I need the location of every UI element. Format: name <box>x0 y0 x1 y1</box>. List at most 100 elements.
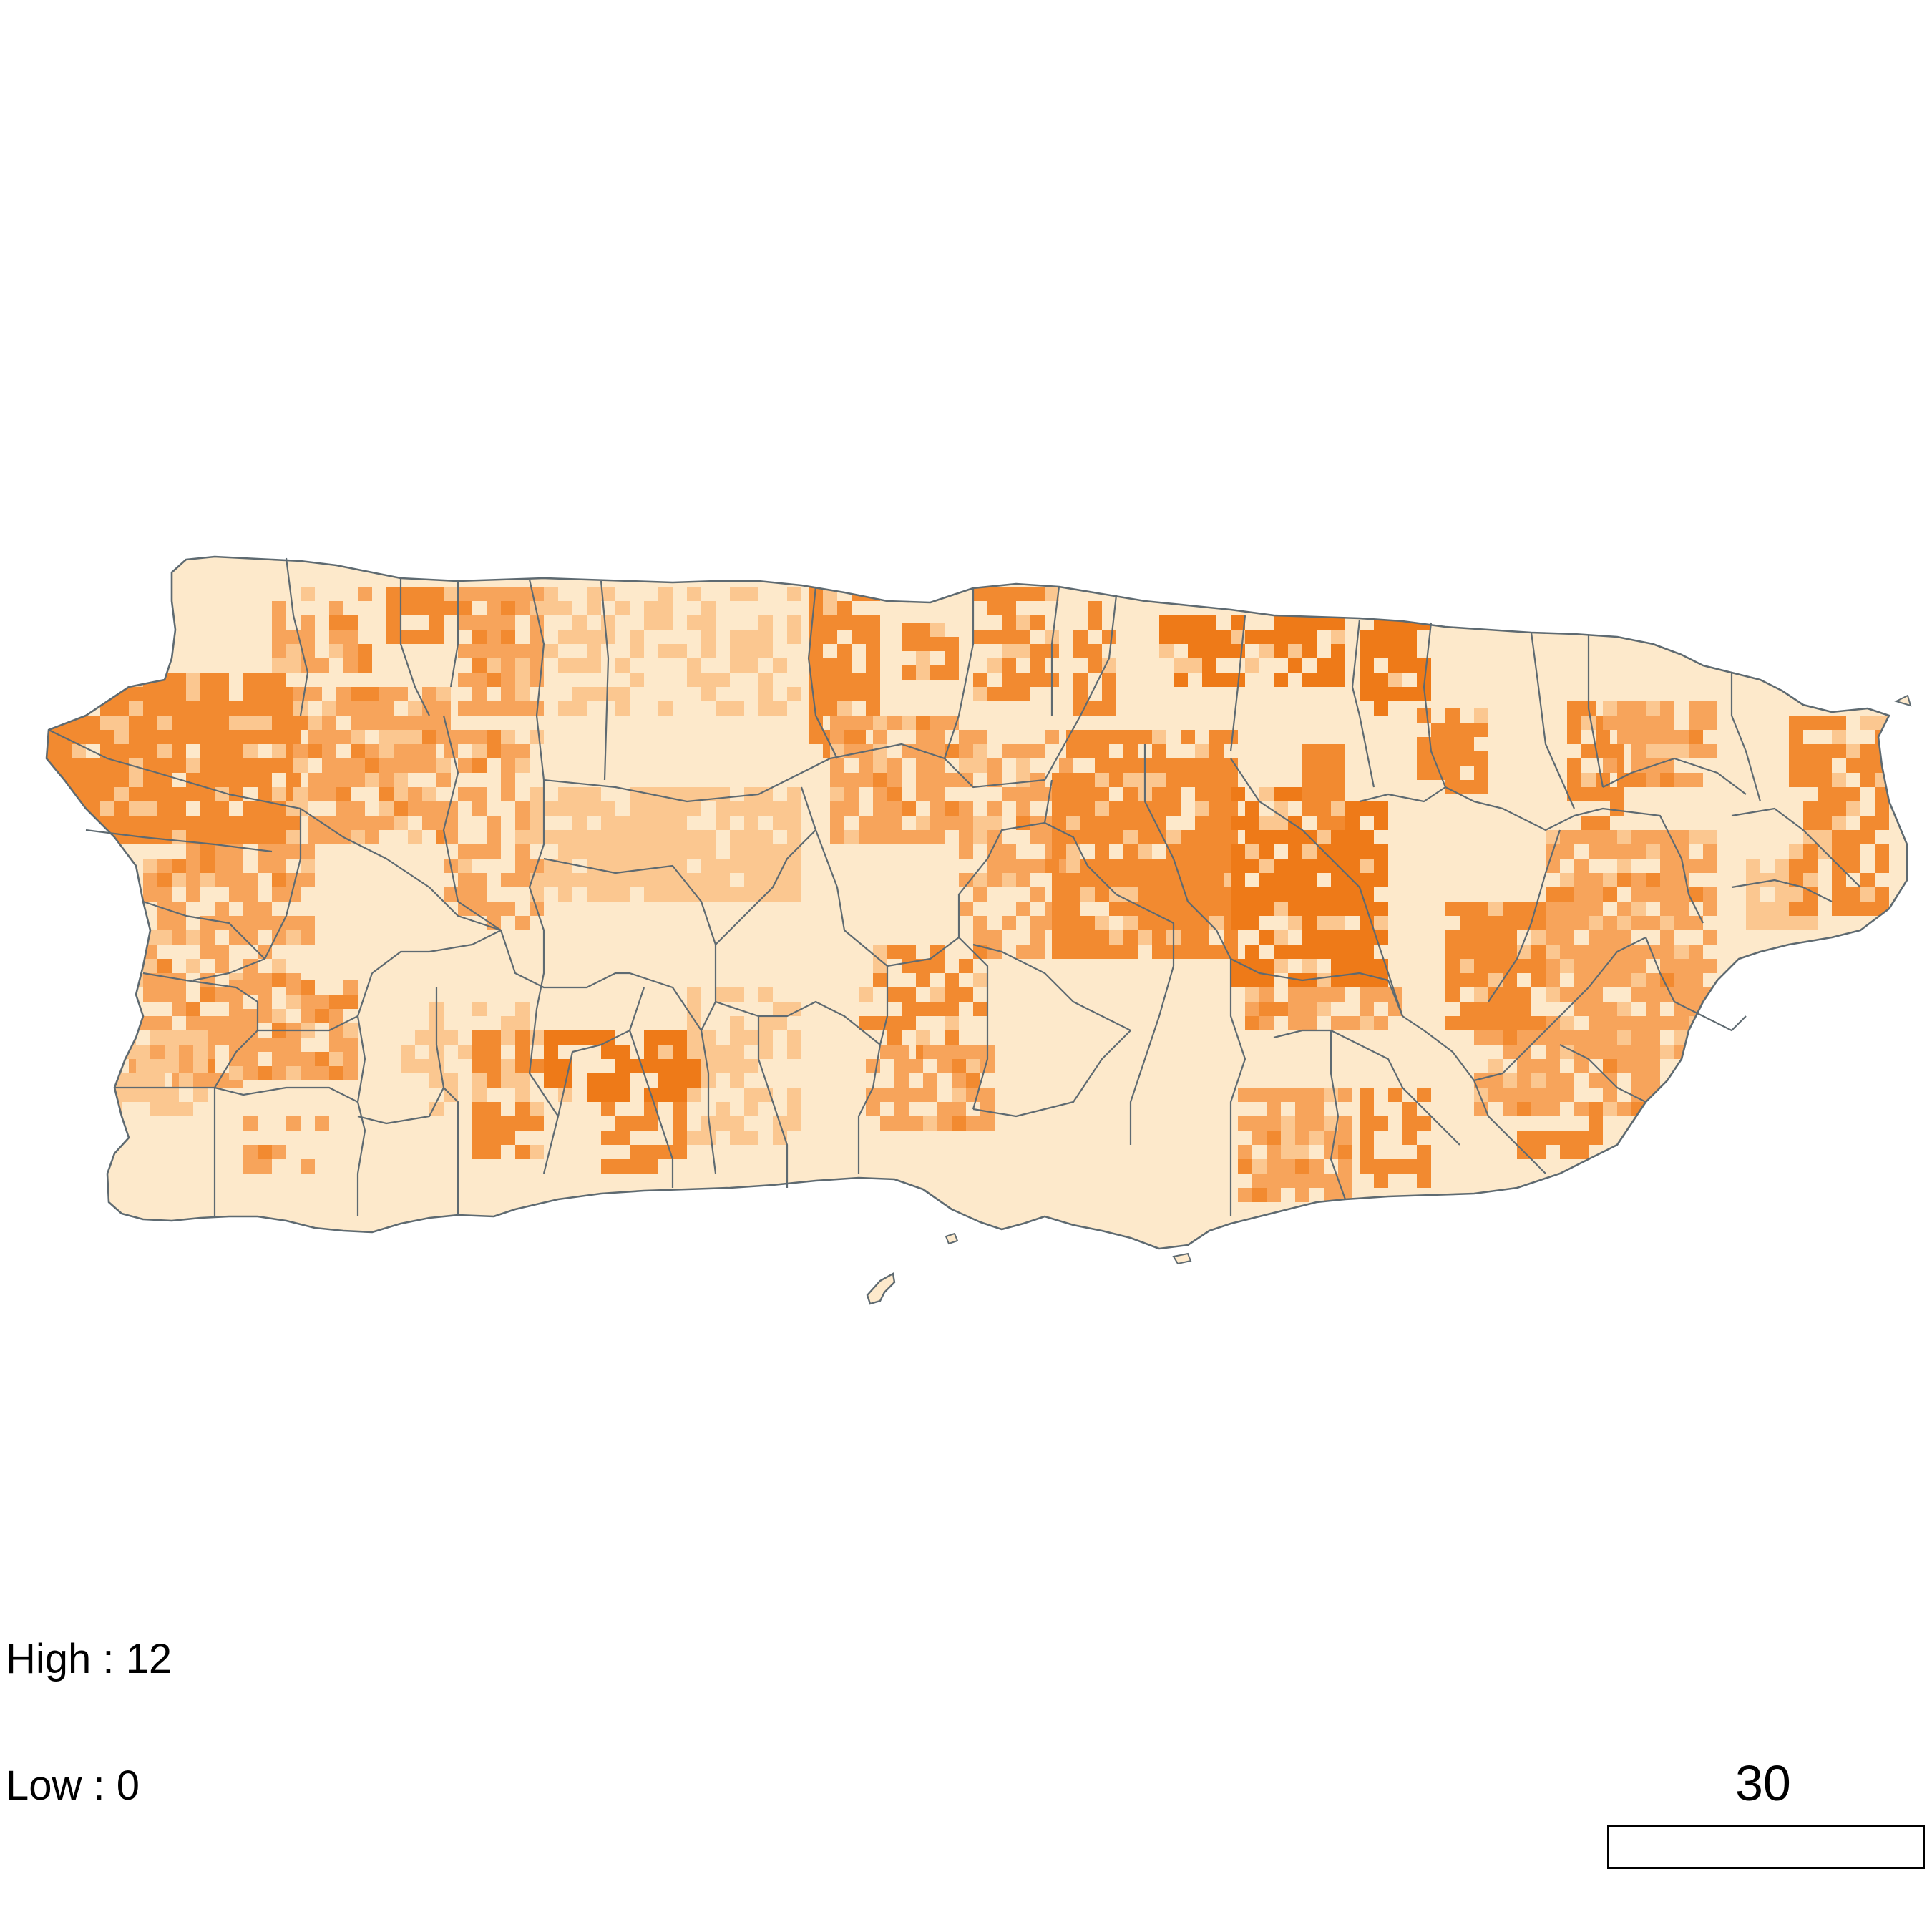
raster-cell <box>1574 916 1589 930</box>
raster-cell <box>351 801 365 816</box>
raster-cell <box>1546 959 1560 973</box>
raster-cell <box>1302 844 1317 859</box>
raster-cell <box>644 1045 658 1059</box>
raster-cell <box>515 844 530 859</box>
raster-cell <box>1360 973 1374 987</box>
raster-cell <box>987 816 1002 830</box>
raster-cell <box>1574 1030 1589 1045</box>
raster-cell <box>1002 658 1016 673</box>
raster-cell <box>1474 959 1488 973</box>
raster-cell <box>1646 1016 1660 1030</box>
raster-cell <box>322 730 336 744</box>
raster-cell <box>1245 887 1259 902</box>
raster-cell <box>243 801 258 816</box>
raster-cell <box>150 1059 165 1073</box>
raster-cell <box>1445 945 1460 959</box>
raster-cell <box>1503 945 1517 959</box>
raster-cell <box>1231 816 1245 830</box>
raster-cell <box>1274 801 1288 816</box>
raster-cell <box>1846 801 1860 816</box>
raster-cell <box>1445 987 1460 1002</box>
raster-cell <box>1360 801 1374 816</box>
raster-cell <box>787 615 801 630</box>
raster-cell <box>1660 902 1674 916</box>
raster-cell <box>1095 844 1109 859</box>
raster-cell <box>186 959 200 973</box>
raster-cell <box>1546 1131 1560 1145</box>
raster-cell <box>630 673 644 687</box>
raster-cell <box>916 623 930 637</box>
raster-cell <box>1474 766 1488 780</box>
raster-cell <box>1259 987 1274 1002</box>
raster-cell <box>308 773 322 787</box>
raster-cell <box>1589 1116 1603 1131</box>
raster-cell <box>787 1002 801 1016</box>
raster-cell <box>1002 744 1016 758</box>
raster-cell <box>1560 1131 1574 1145</box>
raster-cell <box>1166 758 1181 773</box>
raster-cell <box>959 987 973 1002</box>
raster-cell <box>286 730 301 744</box>
raster-cell <box>1374 701 1388 716</box>
raster-cell <box>293 744 308 758</box>
raster-cell <box>773 887 787 902</box>
raster-cell <box>365 773 379 787</box>
raster-cell <box>1474 987 1488 1002</box>
raster-cell <box>1603 1059 1617 1073</box>
raster-cell <box>229 916 243 930</box>
raster-cell <box>1546 1045 1560 1059</box>
raster-cell <box>100 773 114 787</box>
raster-cell <box>1860 830 1875 844</box>
raster-cell <box>1066 787 1080 801</box>
raster-cell <box>143 787 157 801</box>
raster-cell <box>1317 902 1331 916</box>
raster-cell <box>572 687 587 701</box>
raster-cell <box>1209 945 1224 959</box>
raster-cell <box>258 980 272 995</box>
raster-cell <box>658 887 673 902</box>
raster-cell <box>1646 744 1660 758</box>
raster-cell <box>587 601 601 615</box>
raster-cell <box>930 1002 945 1016</box>
raster-cell <box>530 673 544 687</box>
raster-cell <box>1875 716 1889 730</box>
raster-cell <box>1789 859 1803 873</box>
raster-cell <box>1302 1016 1317 1030</box>
raster-cell <box>859 773 873 787</box>
raster-cell <box>1567 787 1581 801</box>
raster-cell <box>787 1116 801 1131</box>
raster-cell <box>351 730 365 744</box>
raster-cell <box>730 1073 744 1088</box>
raster-cell <box>615 1073 630 1088</box>
raster-cell <box>1317 801 1331 816</box>
raster-cell <box>379 701 394 716</box>
raster-cell <box>1324 1145 1338 1159</box>
raster-cell <box>172 744 186 758</box>
raster-cell <box>143 730 157 744</box>
raster-cell <box>615 859 630 873</box>
raster-cell <box>229 930 243 945</box>
raster-cell <box>601 1073 615 1088</box>
raster-cell <box>1338 1088 1352 1102</box>
raster-cell <box>114 744 129 758</box>
raster-cell <box>322 830 336 844</box>
raster-cell <box>1417 658 1431 673</box>
raster-cell <box>902 1016 916 1030</box>
raster-cell <box>558 1030 572 1045</box>
raster-cell <box>1209 830 1224 844</box>
raster-cell <box>1374 973 1388 987</box>
raster-cell <box>1002 630 1016 644</box>
raster-cell <box>1646 730 1660 744</box>
raster-cell <box>1603 930 1617 945</box>
raster-cell <box>1603 1102 1617 1116</box>
raster-cell <box>86 787 100 801</box>
raster-cell <box>787 1088 801 1102</box>
raster-cell <box>150 1102 165 1116</box>
raster-cell <box>1674 887 1689 902</box>
raster-cell <box>200 673 215 687</box>
raster-cell <box>1360 673 1374 687</box>
raster-cell <box>200 758 215 773</box>
raster-cell <box>1195 801 1209 816</box>
raster-cell <box>215 1016 229 1030</box>
raster-cell <box>343 1066 358 1080</box>
